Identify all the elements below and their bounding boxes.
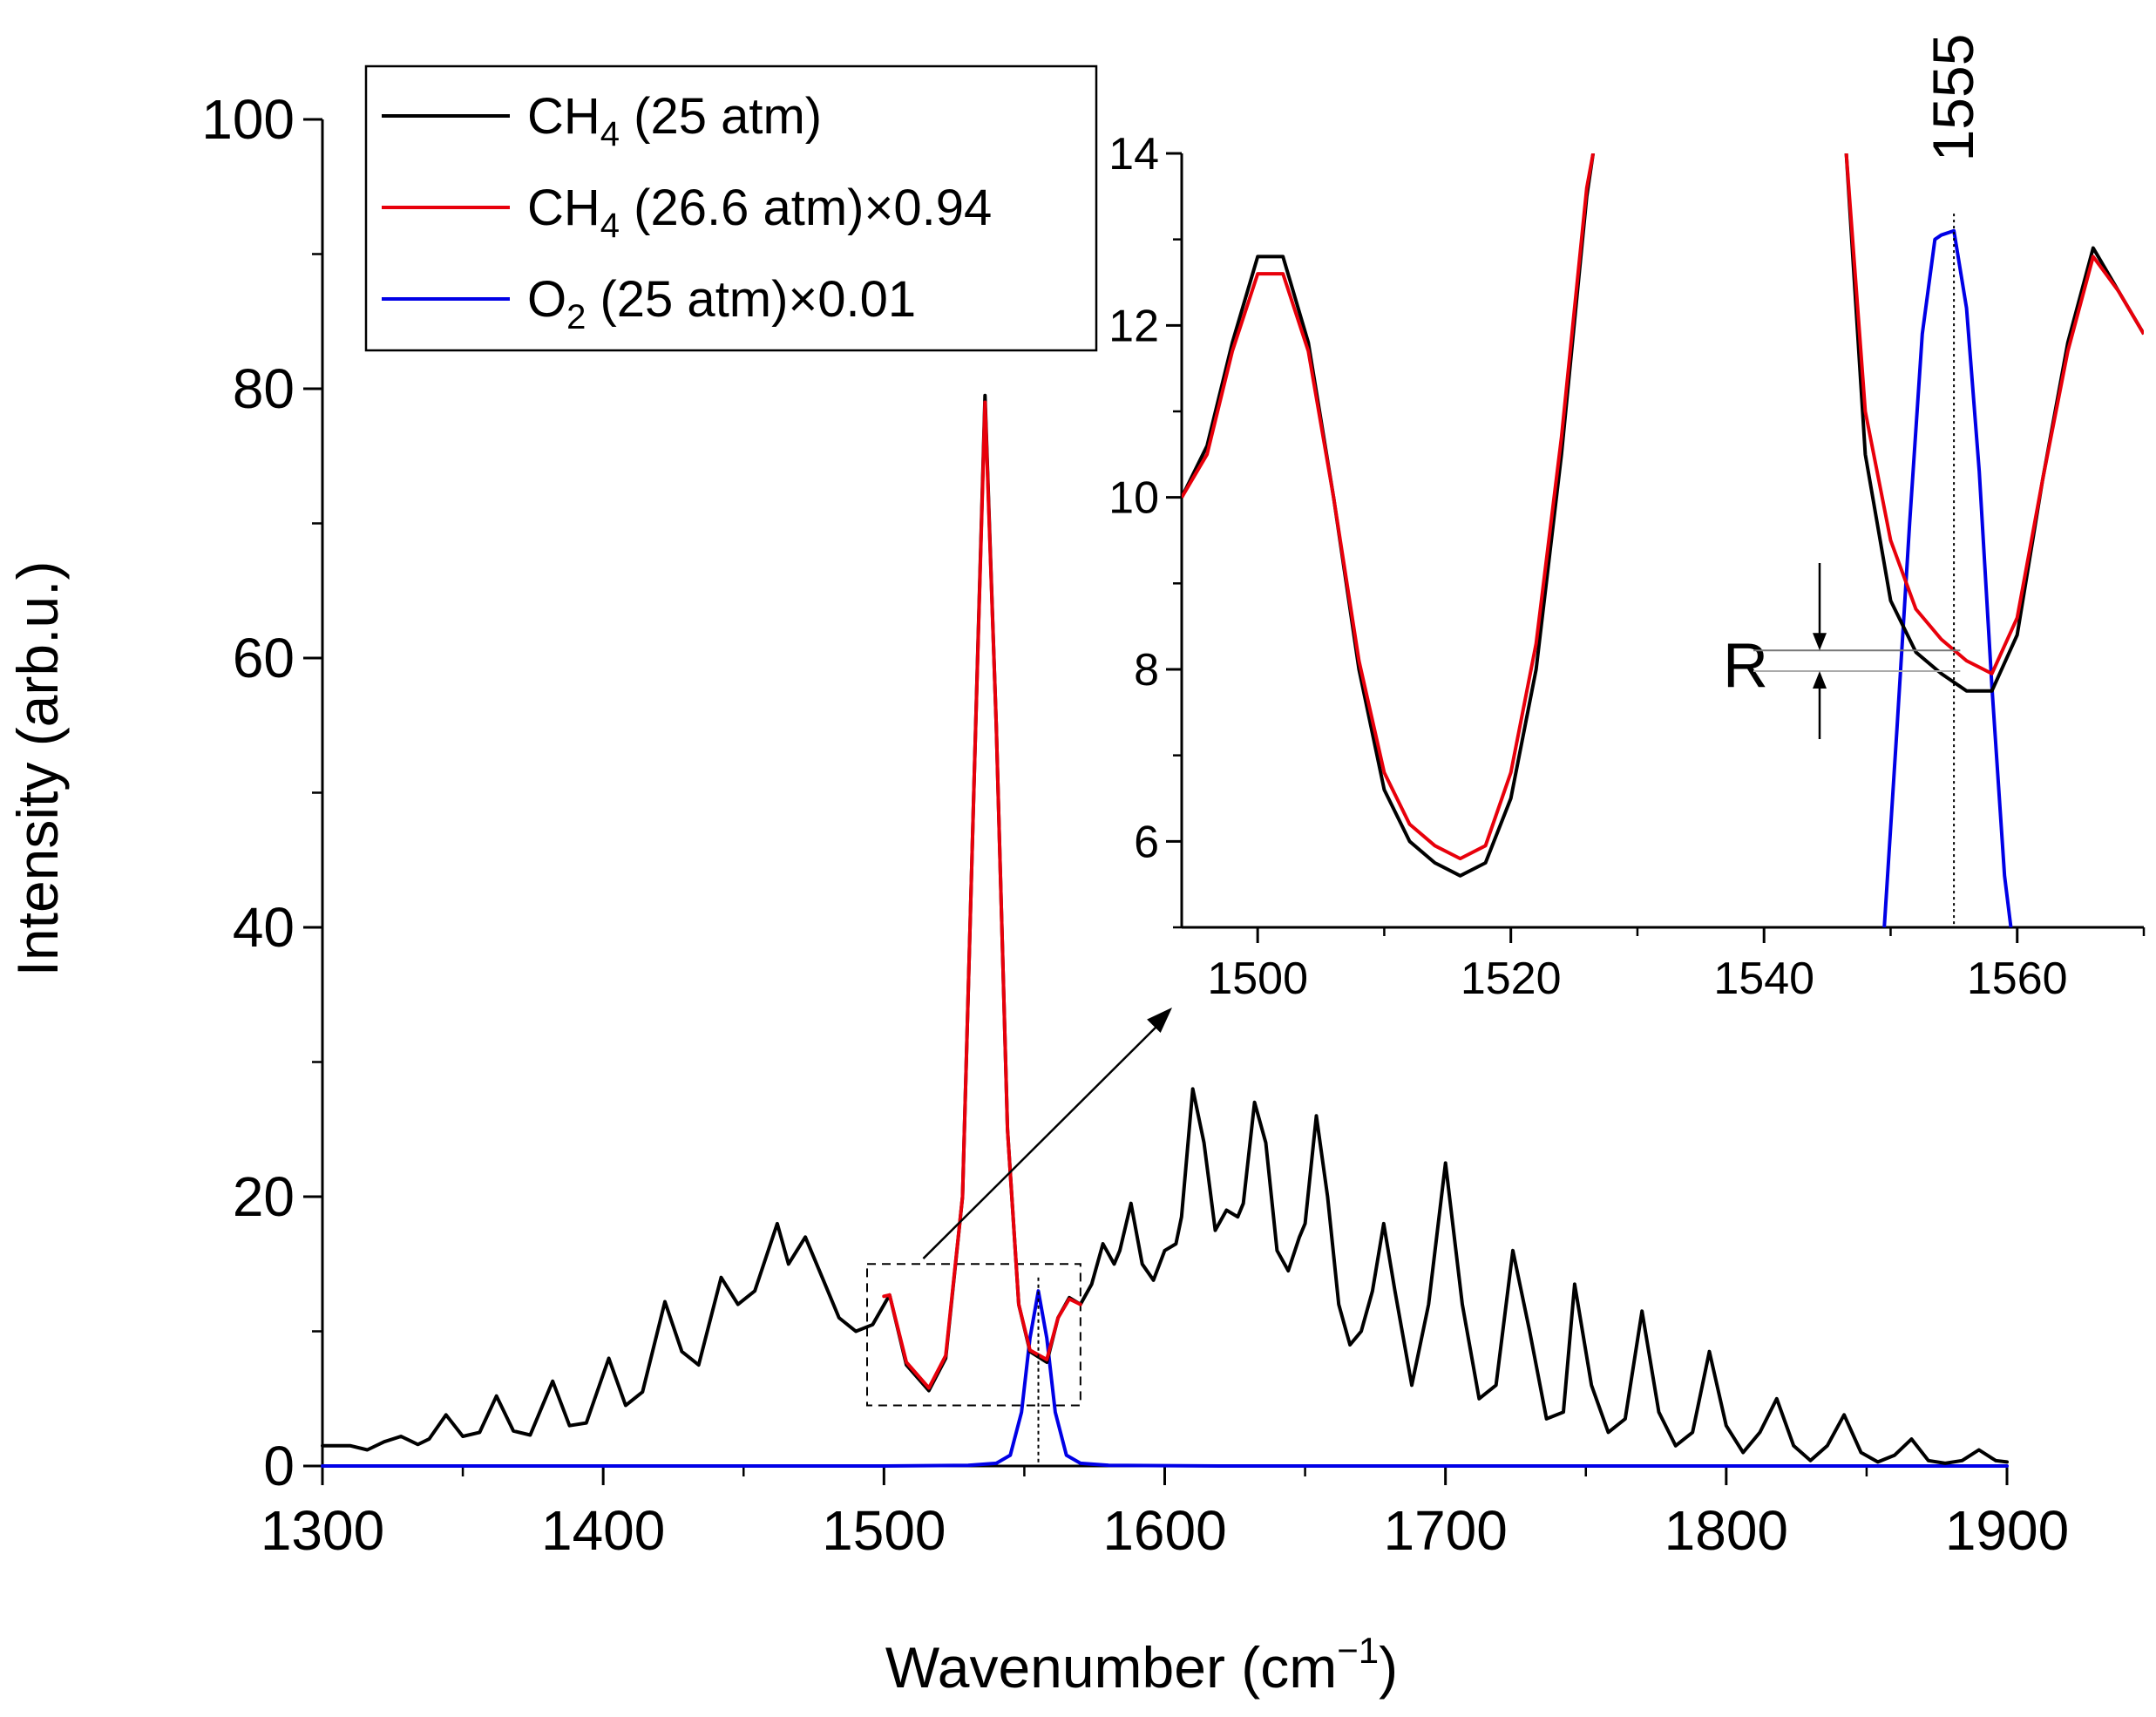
inset-axes — [1166, 152, 2146, 943]
inset-x-tick-label: 1520 — [1461, 954, 1562, 1004]
inset-chart-panel: 1500 1520 1540 1560 6 8 10 12 14 1555 R — [1109, 34, 2146, 1004]
series-line-2 — [321, 1289, 2009, 1468]
legend-label-ch4-266-sub: 4 — [600, 207, 620, 245]
x-tick-label: 1800 — [1664, 1499, 1788, 1562]
inset-y-tick-label: 12 — [1109, 301, 1159, 351]
y-tick-label: 20 — [233, 1165, 295, 1228]
x-tick-label: 1900 — [1945, 1499, 2069, 1562]
peak-annotation-1555: 1555 — [1921, 34, 1985, 162]
legend-label-o2-sub: 2 — [566, 298, 586, 336]
inset-x-tick-label: 1500 — [1207, 954, 1308, 1004]
legend-label-ch4-25-rest: (25 atm) — [620, 88, 822, 145]
inset-x-tick-label: 1560 — [1967, 954, 2068, 1004]
inset-series-line-0-1 — [1844, 153, 2144, 693]
zoom-arrow-shaft — [922, 1019, 1164, 1259]
legend-label-ch4-25: CH4 (25 atm) — [527, 88, 822, 153]
inset-series-line-1-0 — [1182, 153, 1596, 861]
inset-tick-labels: 1500 1520 1540 1560 6 8 10 12 14 — [1109, 129, 2067, 1004]
legend-label-o2: O2 (25 atm)×0.01 — [527, 271, 916, 336]
legend-label-ch4-25-base: CH — [527, 88, 600, 145]
inset-series-line-2-0 — [1882, 228, 2013, 927]
main-tick-labels: 1300 1400 1500 1600 1700 1800 1900 0 20 40 60 80 100 — [201, 88, 2069, 1562]
legend-label-o2-base: O — [527, 271, 566, 328]
legend-label-ch4-266: CH4 (26.6 atm)×0.94 — [527, 180, 992, 245]
legend-entry-ch4-266: CH4 (26.6 atm)×0.94 — [382, 180, 992, 245]
series-line-1 — [882, 400, 1082, 1390]
x-axis-title-superscript: −1 — [1337, 1630, 1379, 1671]
ratio-arrow-top-head — [1813, 633, 1827, 651]
zoom-box — [866, 1263, 1081, 1407]
x-tick-label: 1700 — [1383, 1499, 1507, 1562]
zoom-arrow — [922, 1008, 1172, 1259]
main-chart-panel: 1300 1400 1500 1600 1700 1800 1900 0 20 40 60 80 100 — [201, 88, 2069, 1562]
legend: CH4 (25 atm) CH4 (26.6 atm)×0.94 O2 (25 … — [364, 64, 1098, 352]
zoom-arrow-head — [1147, 1008, 1172, 1033]
y-tick-label: 0 — [263, 1435, 295, 1497]
legend-label-o2-rest: (25 atm)×0.01 — [586, 271, 916, 328]
ratio-arrow-bottom-head — [1813, 670, 1827, 689]
x-tick-label: 1400 — [541, 1499, 665, 1562]
y-tick-label: 100 — [201, 88, 295, 151]
inset-x-tick-label: 1540 — [1713, 954, 1814, 1004]
y-tick-label: 80 — [233, 357, 295, 420]
x-axis-title: Wavenumber (cm−1) — [885, 1630, 1398, 1700]
y-axis-title: Intensity (arb.u.) — [5, 561, 70, 977]
ratio-label-r: R — [1723, 631, 1768, 701]
inset-series-line-0-0 — [1182, 153, 1596, 878]
x-tick-label: 1600 — [1102, 1499, 1226, 1562]
legend-entry-ch4-25: CH4 (25 atm) — [382, 88, 822, 153]
legend-entry-o2: O2 (25 atm)×0.01 — [382, 271, 916, 336]
inset-series-line-1-1 — [1844, 153, 2144, 675]
legend-label-ch4-25-sub: 4 — [600, 115, 620, 153]
x-axis-title-main: Wavenumber (cm — [885, 1635, 1337, 1700]
x-tick-label: 1300 — [261, 1499, 384, 1562]
inset-y-tick-label: 14 — [1109, 129, 1159, 180]
zoom-box-rect — [866, 1263, 1081, 1407]
x-tick-label: 1500 — [822, 1499, 946, 1562]
inset-y-tick-label: 8 — [1134, 645, 1159, 696]
main-series-lines — [321, 393, 2009, 1468]
ratio-annotation: R — [1723, 563, 1961, 739]
inset-y-tick-label: 6 — [1134, 817, 1159, 867]
inset-series-lines — [1182, 153, 2144, 927]
x-axis-title-end: ) — [1379, 1635, 1398, 1700]
legend-label-ch4-266-base: CH — [527, 180, 600, 236]
legend-label-ch4-266-rest: (26.6 atm)×0.94 — [620, 180, 992, 236]
y-tick-label: 40 — [233, 896, 295, 959]
series-line-0 — [321, 393, 2009, 1465]
inset-y-tick-label: 10 — [1109, 473, 1159, 524]
y-tick-label: 60 — [233, 627, 295, 689]
